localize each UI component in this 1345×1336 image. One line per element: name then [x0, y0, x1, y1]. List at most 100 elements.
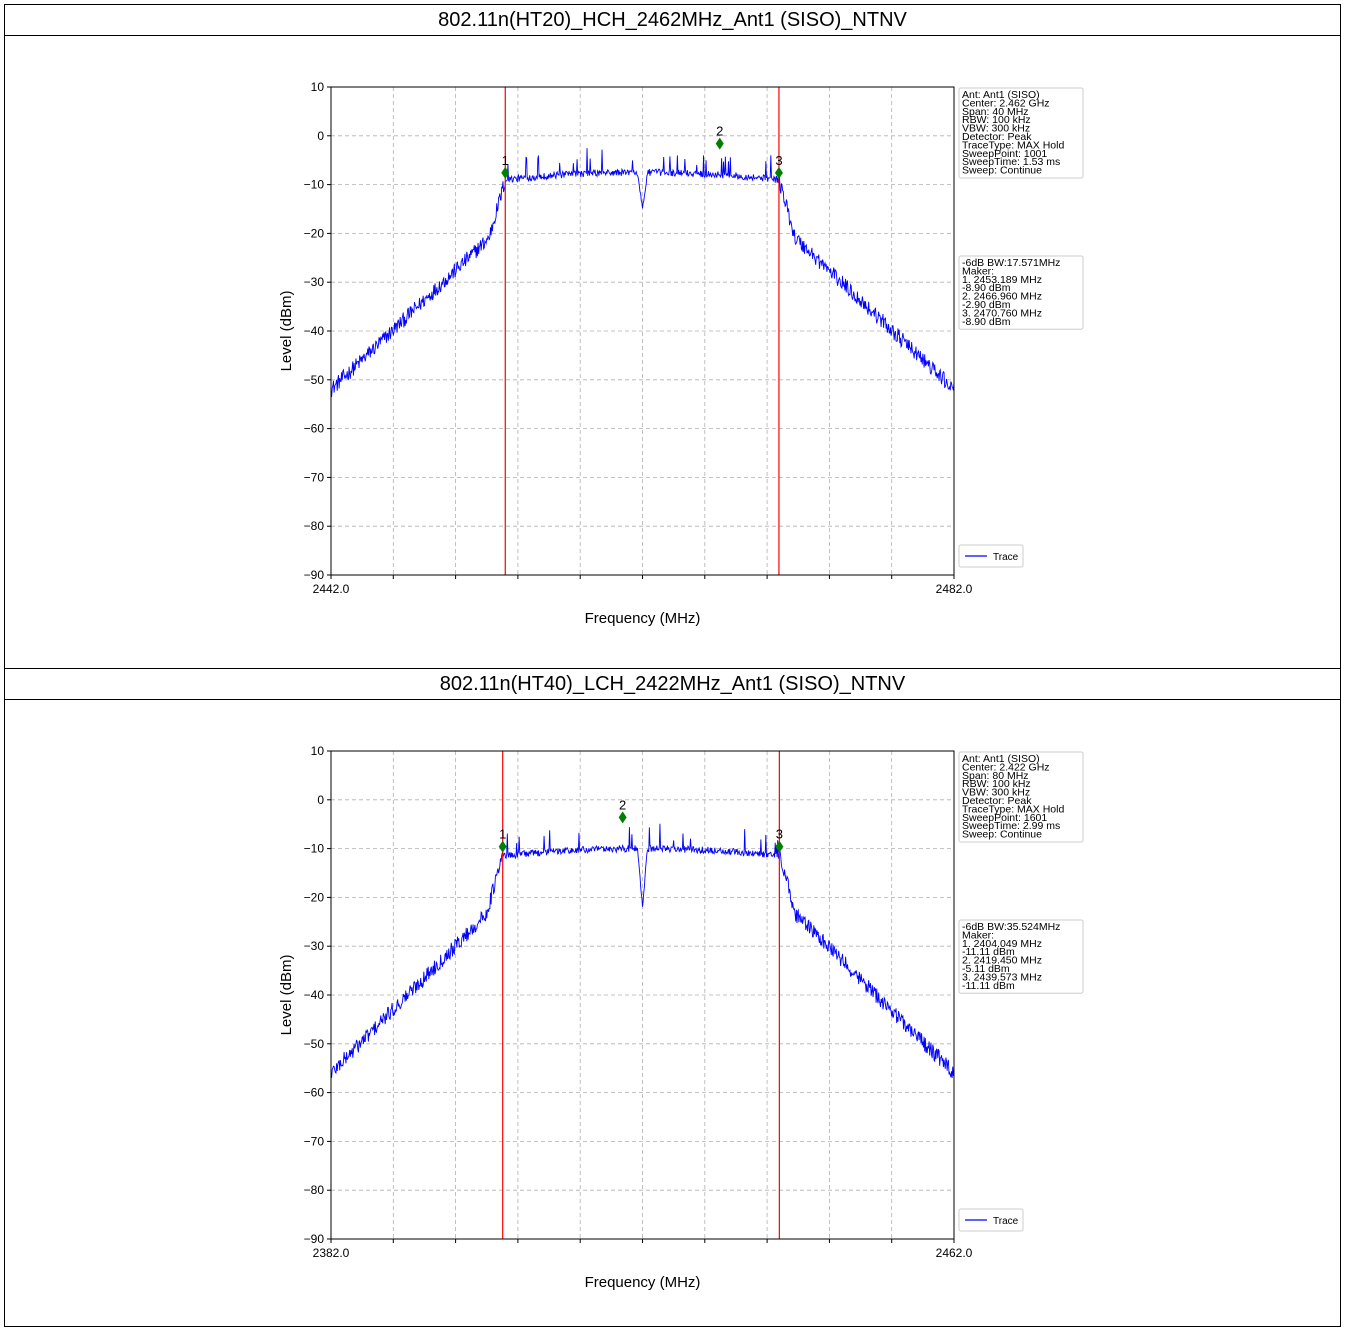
x-tick-label: 2462.0 — [936, 1246, 973, 1260]
settings-box-line: SweepPoint: 1601 — [962, 812, 1047, 824]
settings-box-line: Ant: Ant1 (SISO) — [962, 89, 1040, 101]
section-title-2: 802.11n(HT40)_LCH_2422MHz_Ant1 (SISO)_NT… — [439, 673, 906, 695]
legend-frame — [958, 1208, 1024, 1232]
x-axis-label: Frequency (MHz) — [585, 610, 701, 627]
marker-box-line: 2. 2466.960 MHz — [962, 291, 1042, 303]
legend: Trace — [958, 1208, 1024, 1232]
legend-label: Trace — [993, 552, 1019, 563]
settings-box-frame — [958, 87, 1084, 179]
chart-svg: 1 2 3 2382.0 2462.0 10 0 −10 −20 −30 −40 −50 −60 −70 −… — [278, 744, 1084, 1291]
settings-box-line: Detector: Peak — [962, 795, 1032, 807]
settings-box-line: Span: 80 MHz — [962, 770, 1029, 782]
settings-box-line: Center: 2.462 GHz — [962, 97, 1050, 109]
y-tick-label: 0 — [317, 793, 324, 807]
x-tick-label: 2442.0 — [313, 582, 350, 596]
legend: Trace — [958, 544, 1024, 568]
marker-box-line: Maker: — [962, 929, 994, 941]
marker-diamond — [715, 137, 724, 150]
marker-box-line: -2.90 dBm — [962, 299, 1011, 311]
section-title-1: 802.11n(HT20)_HCH_2462MHz_Ant1 (SISO)_NT… — [438, 9, 907, 31]
y-tick-label: −40 — [304, 988, 325, 1002]
y-tick-label: −10 — [304, 842, 325, 856]
marker-box-line: 2. 2419.450 MHz — [962, 955, 1042, 967]
y-tick-label: −40 — [304, 324, 325, 338]
spectrum-chart-1: 1 2 3 2442.0 2482.0 10 0 −10 −20 −30 −40 −50 −60 −70 −… — [5, 37, 1342, 667]
y-tick-label: 10 — [311, 744, 325, 758]
settings-box-line: Ant: Ant1 (SISO) — [962, 753, 1040, 765]
settings-box-line: Span: 40 MHz — [962, 106, 1029, 118]
settings-box-line: VBW: 300 kHz — [962, 123, 1030, 135]
marker-diamond — [618, 811, 627, 824]
y-tick-label: 0 — [317, 129, 324, 143]
settings-box-line: SweepTime: 1.53 ms — [962, 156, 1060, 168]
marker-label: 3 — [775, 153, 782, 168]
chart-svg: 1 2 3 2442.0 2482.0 10 0 −10 −20 −30 −40 −50 −60 −70 −… — [278, 80, 1084, 627]
settings-box-line: TraceType: MAX Hold — [962, 803, 1064, 815]
y-tick-label: −90 — [304, 1232, 325, 1246]
marker-box-line: 1. 2453.189 MHz — [962, 274, 1042, 286]
marker-label: 2 — [716, 124, 723, 139]
settings-box-line: Sweep: Continue — [962, 829, 1042, 841]
spectrum-chart-2: 1 2 3 2382.0 2462.0 10 0 −10 −20 −30 −40 −50 −60 −70 −… — [5, 701, 1342, 1331]
y-tick-label: −20 — [304, 226, 325, 240]
y-tick-label: −70 — [304, 470, 325, 484]
marker-diamond — [498, 840, 507, 853]
settings-box-line: TraceType: MAX Hold — [962, 139, 1064, 151]
marker-box-line: -11.11 dBm — [962, 946, 1015, 958]
y-tick-label: 10 — [311, 80, 325, 94]
trace-line — [330, 823, 955, 1079]
marker-box-line: -6dB BW:35.524MHz — [962, 921, 1060, 933]
x-tick-label: 2382.0 — [313, 1246, 350, 1260]
y-tick-label: −30 — [304, 275, 325, 289]
marker-box-line: 3. 2439.573 MHz — [962, 971, 1042, 983]
grid — [331, 87, 954, 575]
marker-diamond — [501, 166, 510, 179]
y-axis-label: Level (dBm) — [278, 955, 295, 1036]
marker-box-line: -6dB BW:17.571MHz — [962, 257, 1060, 269]
marker-label: 2 — [619, 797, 626, 812]
settings-box-line: SweepTime: 2.99 ms — [962, 820, 1060, 832]
settings-box-line: VBW: 300 kHz — [962, 787, 1030, 799]
x-axis-label: Frequency (MHz) — [585, 1274, 701, 1291]
y-tick-label: −50 — [304, 1037, 325, 1051]
y-tick-label: −30 — [304, 939, 325, 953]
legend-frame — [958, 544, 1024, 568]
marker-diamond — [774, 166, 783, 179]
y-tick-label: −80 — [304, 1183, 325, 1197]
divider — [5, 699, 1340, 700]
settings-box-line: Center: 2.422 GHz — [962, 761, 1050, 773]
marker-box-line: -8.90 dBm — [962, 316, 1011, 328]
x-tick-label: 2482.0 — [936, 582, 973, 596]
marker-box-line: -5.11 dBm — [962, 963, 1010, 975]
divider — [5, 35, 1340, 36]
grid — [331, 751, 954, 1239]
marker-label: 1 — [502, 153, 509, 168]
y-tick-label: −70 — [304, 1134, 325, 1148]
y-tick-label: −60 — [304, 422, 325, 436]
y-tick-label: −20 — [304, 890, 325, 904]
settings-box-line: Detector: Peak — [962, 131, 1032, 143]
divider — [5, 668, 1340, 669]
marker-box-frame — [958, 919, 1084, 994]
marker-box-line: -8.90 dBm — [962, 282, 1011, 294]
marker-diamond — [775, 840, 784, 853]
y-tick-label: −10 — [304, 178, 325, 192]
report-page: 802.11n(HT20)_HCH_2462MHz_Ant1 (SISO)_NT… — [4, 4, 1341, 1327]
settings-box-line: RBW: 100 kHz — [962, 114, 1031, 126]
legend-label: Trace — [993, 1216, 1019, 1227]
y-tick-label: −50 — [304, 373, 325, 387]
settings-box-line: RBW: 100 kHz — [962, 778, 1031, 790]
y-axis-label: Level (dBm) — [278, 291, 295, 372]
y-tick-label: −80 — [304, 519, 325, 533]
settings-box-line: Sweep: Continue — [962, 165, 1042, 177]
settings-box-frame — [958, 751, 1084, 843]
marker-box-line: Maker: — [962, 265, 994, 277]
settings-box-line: SweepPoint: 1001 — [962, 148, 1047, 160]
marker-box-line: 1. 2404.049 MHz — [962, 938, 1042, 950]
trace-line — [330, 148, 955, 398]
marker-label: 1 — [499, 827, 506, 842]
